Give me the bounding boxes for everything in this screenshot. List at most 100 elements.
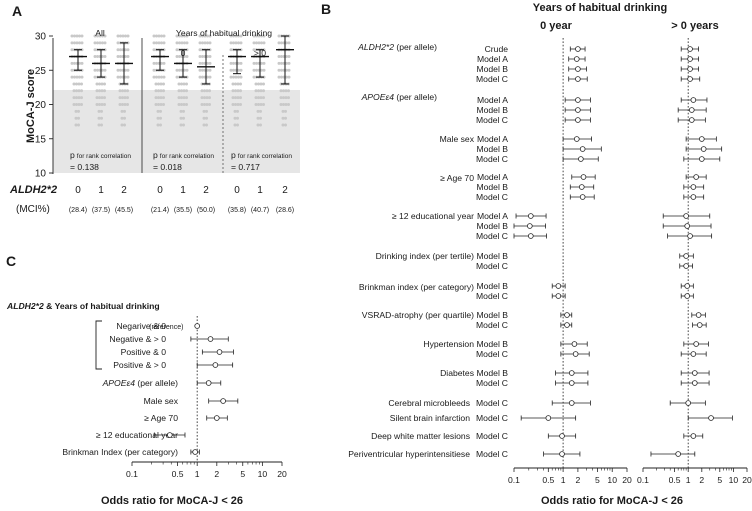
- score-dot: [118, 89, 122, 93]
- odds-ratio-point: [528, 233, 534, 239]
- score-dot: [154, 89, 158, 93]
- score-dot: [152, 61, 156, 65]
- model-label: Model B: [476, 221, 508, 231]
- score-dot: [236, 96, 240, 100]
- score-dot: [100, 109, 103, 113]
- model-label: Model B: [476, 368, 508, 378]
- score-dot: [100, 89, 104, 93]
- score-dot: [208, 55, 212, 59]
- mci-label: (MCI%): [16, 204, 50, 215]
- row-label: ≥ 12 educational year: [96, 430, 178, 440]
- score-dot: [259, 123, 262, 127]
- score-dot: [93, 48, 97, 52]
- odds-ratio-point: [690, 433, 697, 439]
- x-tick-label: 5: [717, 475, 722, 485]
- score-dot: [232, 61, 235, 65]
- score-dot: [206, 75, 209, 79]
- score-dot: [280, 55, 283, 59]
- row-label: Periventricular hyperintensitiese: [348, 449, 470, 459]
- odds-ratio-point: [205, 380, 212, 386]
- col-header-gt-zero-years: > 0 years: [671, 20, 718, 32]
- x-tick-label: 2: [699, 475, 704, 485]
- mci-value: (37.5): [92, 207, 110, 214]
- score-dot: [175, 34, 179, 38]
- odds-ratio-point: [675, 451, 681, 457]
- forest-plot-zero-year: 0.1 0.5 1 2 5 10 20: [508, 38, 632, 485]
- score-dot: [177, 103, 181, 106]
- score-dot: [162, 96, 165, 100]
- x-tick-label: 2: [214, 469, 219, 479]
- row-label: Deep white matter lesions: [371, 431, 470, 441]
- score-dot: [70, 68, 74, 72]
- score-dot: [239, 103, 242, 106]
- score-dot: [285, 75, 288, 79]
- score-dot: [123, 109, 126, 113]
- score-dot: [198, 41, 202, 45]
- odds-ratio-point: [687, 56, 693, 62]
- score-dot: [287, 61, 291, 65]
- row-label: ≥ Age 70: [144, 413, 178, 423]
- variable-labels: ALDH2*2 (per allele) APOEε4 (per allele)…: [348, 42, 475, 459]
- x-tick-label: 0.5: [542, 475, 554, 485]
- score-dot: [287, 96, 290, 100]
- odds-ratio-point: [575, 46, 581, 52]
- odds-ratio-point: [220, 398, 226, 404]
- model-label: Model C: [476, 320, 508, 330]
- score-dot: [159, 103, 163, 106]
- score-dot: [208, 68, 212, 72]
- genotype-tick: 2: [121, 185, 127, 196]
- score-dot: [260, 41, 263, 45]
- score-dot: [155, 75, 158, 79]
- score-dot: [180, 82, 183, 86]
- odds-ratio-point: [559, 433, 565, 439]
- score-dot: [262, 68, 266, 72]
- group-bracket: [95, 320, 102, 370]
- mci-value: (21.4): [151, 207, 169, 214]
- score-dot: [182, 96, 186, 100]
- score-dot: [177, 82, 181, 86]
- y-tick-label: 30: [35, 32, 47, 43]
- genotype-tick: 1: [257, 185, 263, 196]
- panel-b-x-title: Odds ratio for MoCA-J < 26: [541, 495, 683, 507]
- score-dot: [155, 41, 158, 45]
- odds-ratio-point: [212, 362, 219, 368]
- score-dot: [277, 75, 281, 79]
- score-dot: [155, 34, 158, 38]
- score-dot: [77, 109, 80, 113]
- odds-ratio-point: [575, 66, 581, 72]
- genotype-tick: 0: [75, 185, 81, 196]
- row-label-aldh2: ALDH2*2 (per allele): [357, 42, 437, 52]
- score-dot: [121, 34, 125, 38]
- score-dot: [175, 48, 179, 52]
- odds-ratio-point: [207, 336, 214, 342]
- score-dot: [74, 123, 78, 127]
- score-dot: [205, 89, 209, 93]
- forest-plot-gt-zero-years: 0.1 0.5 1 2 5 10 20: [637, 38, 752, 485]
- odds-ratio-point: [573, 56, 580, 62]
- score-dot: [162, 103, 165, 106]
- score-dot: [284, 89, 288, 93]
- score-dot: [178, 34, 181, 38]
- y-tick-label: 25: [35, 66, 47, 77]
- score-dot: [121, 103, 124, 106]
- score-dot: [103, 41, 107, 45]
- p-value: = 0.018: [153, 162, 182, 172]
- x-tick-label: 10: [258, 469, 268, 479]
- y-axis-ticks: 10 15 20 25 30: [35, 32, 53, 180]
- odds-ratio-point: [564, 312, 570, 318]
- model-label: Model C: [476, 349, 508, 359]
- score-dot: [229, 48, 233, 52]
- odds-ratio-point: [578, 156, 584, 162]
- score-dot: [233, 109, 237, 113]
- score-dot: [205, 109, 208, 113]
- x-tick-label: 20: [622, 475, 632, 485]
- score-dot: [124, 55, 127, 59]
- model-label: Model C: [476, 115, 508, 125]
- score-dot: [156, 109, 160, 113]
- score-dot: [159, 116, 162, 120]
- score-dot: [203, 103, 206, 106]
- score-dot: [175, 55, 179, 59]
- score-dot: [206, 55, 209, 59]
- odds-ratio-point: [194, 323, 200, 329]
